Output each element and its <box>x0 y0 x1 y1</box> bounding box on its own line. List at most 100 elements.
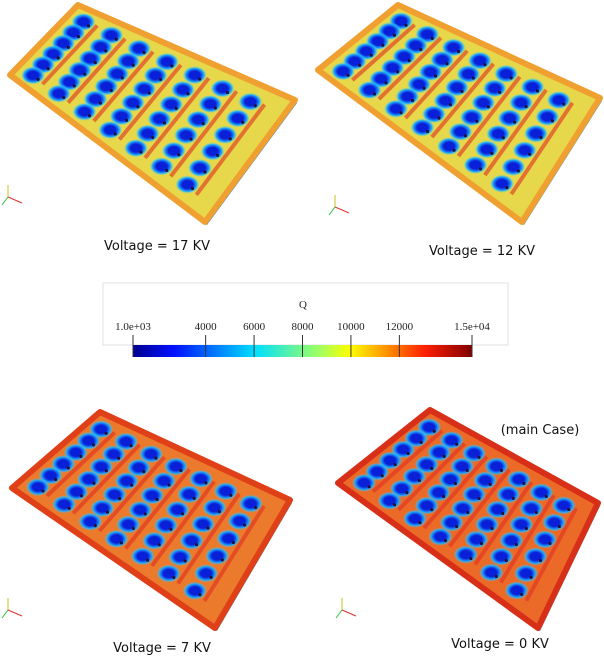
pin <box>175 107 178 110</box>
pin <box>411 99 414 102</box>
pin <box>551 119 554 122</box>
pin <box>139 151 142 154</box>
pin <box>469 557 472 560</box>
pin <box>226 91 229 94</box>
cold-spot <box>228 512 252 530</box>
pin <box>229 137 232 140</box>
pin <box>184 559 187 562</box>
pin <box>99 102 102 105</box>
pin <box>241 121 244 124</box>
cold-spot <box>166 501 190 519</box>
pin <box>426 130 429 133</box>
cold-spot <box>213 126 237 144</box>
cold-spot <box>505 581 529 599</box>
pin <box>165 169 168 172</box>
pin <box>434 74 437 77</box>
pin <box>209 576 212 579</box>
pin <box>151 136 154 139</box>
pin <box>404 24 407 27</box>
pin <box>159 78 162 81</box>
cold-spot <box>183 582 207 600</box>
pin <box>121 76 124 79</box>
pin <box>346 74 349 77</box>
figure: Voltage = 17 KV Voltage = 12 KV Voltage … <box>0 0 604 664</box>
pin <box>490 527 493 530</box>
pin <box>41 489 44 492</box>
pin <box>254 104 257 107</box>
pin <box>517 169 520 172</box>
pin <box>420 441 423 444</box>
pin <box>394 463 397 466</box>
pin <box>146 559 149 562</box>
plate <box>2 412 292 631</box>
pin <box>490 152 493 155</box>
cold-spot <box>384 100 408 118</box>
pin <box>558 525 561 528</box>
cold-spot <box>499 531 523 549</box>
pin <box>232 541 235 544</box>
pin <box>399 111 402 114</box>
tick-label: 12000 <box>386 321 414 333</box>
cold-spot <box>479 563 503 581</box>
pin <box>567 508 570 511</box>
cold-spot <box>142 532 166 550</box>
pin <box>368 485 371 488</box>
cold-spot <box>186 111 210 129</box>
cold-spot <box>463 156 487 174</box>
pin <box>418 479 421 482</box>
cold-spot <box>437 137 461 155</box>
pin <box>431 37 434 40</box>
cold-spot <box>428 528 452 546</box>
pin <box>198 593 201 596</box>
pin <box>144 512 147 515</box>
pin <box>522 482 525 485</box>
caption: Voltage = 7 KV <box>113 641 211 656</box>
pin <box>536 89 539 92</box>
pin <box>218 510 221 513</box>
pin <box>477 497 480 500</box>
pin <box>148 91 151 94</box>
pin <box>125 119 128 122</box>
pin <box>381 44 384 47</box>
pin <box>221 558 224 561</box>
pin <box>384 81 387 84</box>
pin <box>418 521 421 524</box>
cold-spot <box>104 530 128 548</box>
plate <box>336 410 600 631</box>
pin <box>520 593 523 596</box>
pin <box>381 474 384 477</box>
cold-spot <box>211 79 235 97</box>
pin <box>114 132 117 135</box>
pin <box>454 482 457 485</box>
pin <box>528 153 531 156</box>
cold-spot <box>486 125 510 143</box>
pin <box>437 117 440 120</box>
pin <box>548 542 551 545</box>
cold-spot <box>150 157 174 175</box>
cold-spot <box>168 548 192 566</box>
colorbar-box <box>103 283 508 345</box>
cold-spot <box>78 513 102 531</box>
cold-spot <box>194 564 218 582</box>
pin <box>498 91 501 94</box>
cold-spot <box>214 482 238 500</box>
cold-spot <box>26 478 50 496</box>
pin <box>88 114 91 117</box>
pin <box>191 187 194 190</box>
pin <box>120 541 123 544</box>
pin <box>204 481 207 484</box>
axis-z <box>336 610 342 618</box>
pin <box>396 70 399 73</box>
caption: Voltage = 12 KV <box>429 244 535 259</box>
pin <box>154 456 157 459</box>
plate <box>2 5 297 225</box>
pin <box>132 64 135 67</box>
cold-spot <box>198 95 222 113</box>
pin <box>142 51 145 54</box>
pin <box>156 498 159 501</box>
pin <box>489 483 492 486</box>
cold-spot <box>513 141 537 159</box>
pin <box>79 455 82 458</box>
pin <box>405 491 408 494</box>
pin <box>455 525 458 528</box>
